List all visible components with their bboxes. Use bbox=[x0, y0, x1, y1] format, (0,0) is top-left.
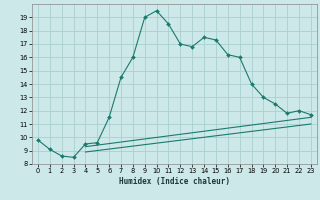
X-axis label: Humidex (Indice chaleur): Humidex (Indice chaleur) bbox=[119, 177, 230, 186]
